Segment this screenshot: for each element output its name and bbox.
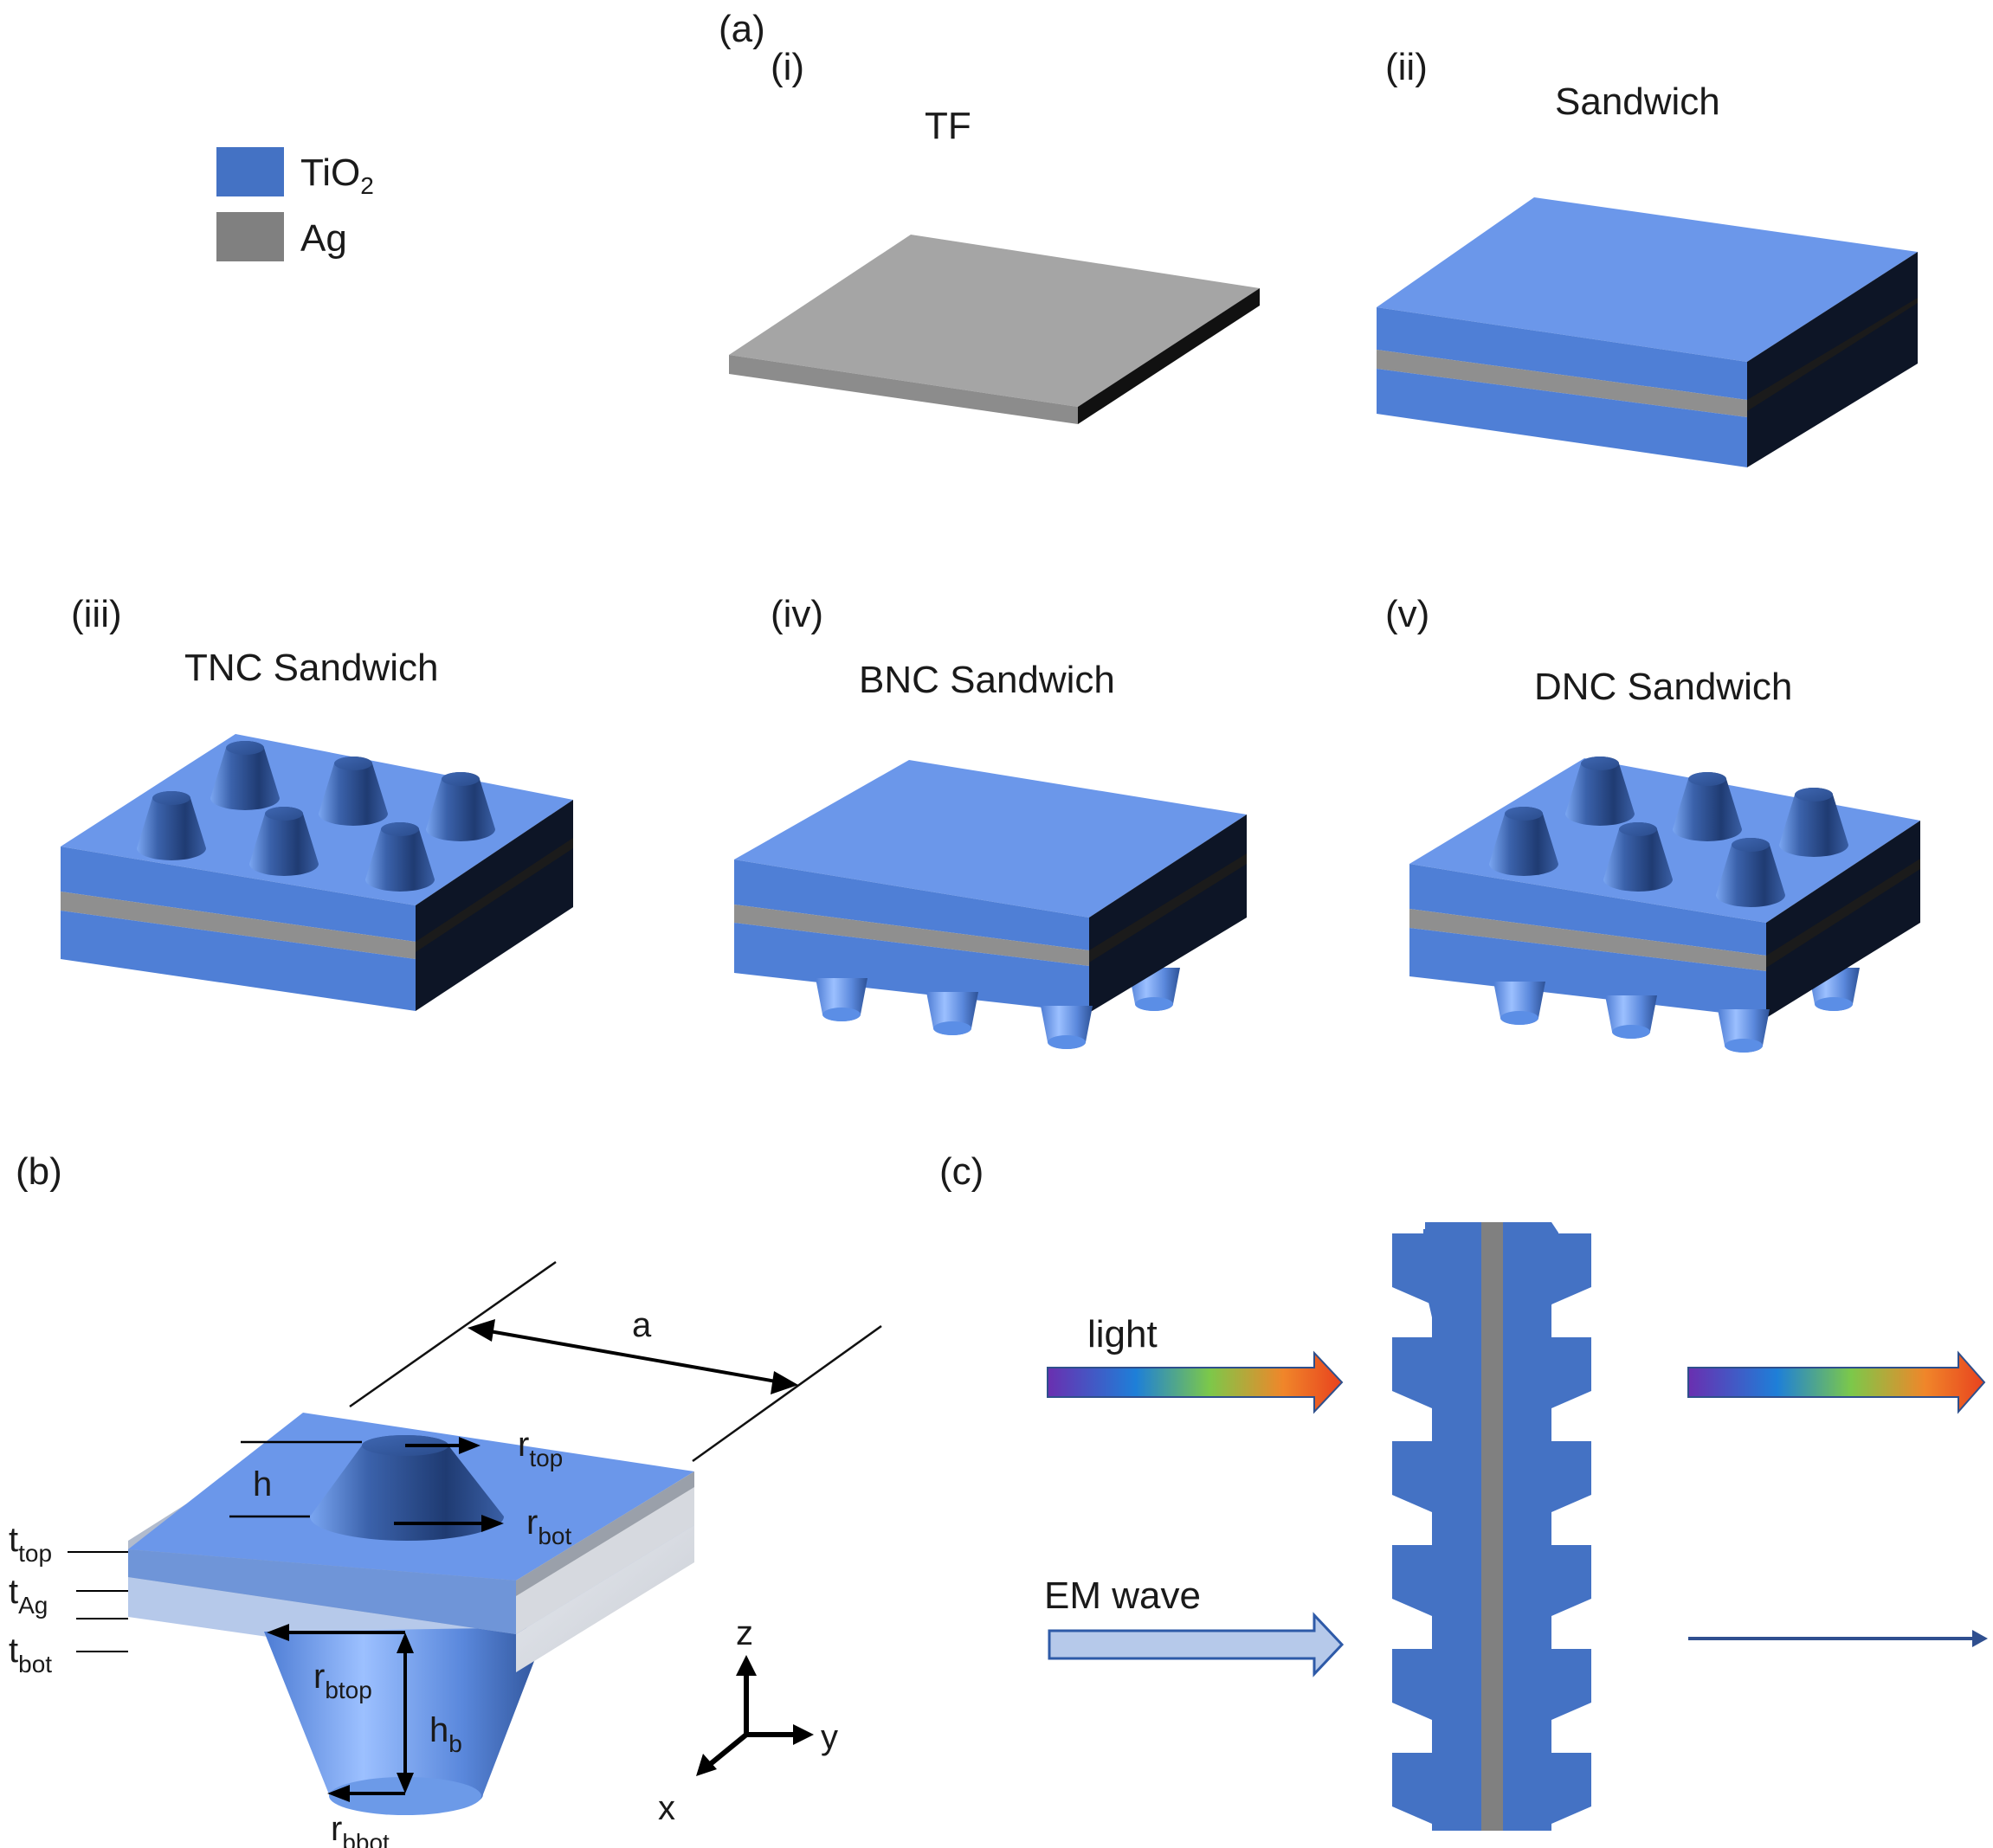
subpanel-v-label: (v) <box>1385 593 1429 635</box>
dnc-bottom-cone <box>1718 1009 1770 1053</box>
dim-label-h-b: hb <box>429 1711 462 1757</box>
unit-cell-diagram: a h rtop rbot ttop tAg <box>9 1260 882 1848</box>
wave-label-em: EM wave <box>1044 1574 1201 1617</box>
dnc-bottom-cone <box>1605 995 1657 1039</box>
dim-label-r-bbot: rbbot <box>331 1810 390 1848</box>
structure-tooth-left <box>1392 1233 1432 1304</box>
subpanel-i-label: (i) <box>771 46 804 88</box>
structure-tooth-left <box>1392 1337 1432 1408</box>
subpanel-ii-title: Sandwich <box>1555 80 1720 123</box>
legend-label-ag: Ag <box>300 217 347 260</box>
cross-section-diagram: light EM wave <box>1044 1222 1988 1831</box>
bnc-sandwich-slab <box>734 760 1247 1049</box>
dnc-sandwich-slab <box>1409 757 1920 1053</box>
subpanel-iv-label: (iv) <box>771 593 823 635</box>
subpanel-v-title: DNC Sandwich <box>1534 666 1792 708</box>
coordinate-axes: z y x <box>658 1614 838 1827</box>
period-dimension-arrow <box>484 1329 782 1384</box>
wave-label-light: light <box>1087 1313 1158 1355</box>
dim-label-t-ag: tAg <box>9 1573 48 1619</box>
dim-label-a: a <box>632 1306 652 1344</box>
top-cone <box>310 1435 504 1541</box>
structure-tooth-right <box>1551 1337 1591 1408</box>
structure-tooth-left <box>1392 1649 1432 1720</box>
structure-tooth-left <box>1392 1441 1432 1512</box>
structure-tooth-right <box>1551 1545 1591 1616</box>
subpanel-i-title: TF <box>925 105 971 147</box>
subpanel-iv-title: BNC Sandwich <box>859 659 1115 701</box>
legend-swatch-ag <box>216 212 284 261</box>
tf-slab <box>729 235 1260 424</box>
structure-tooth-right <box>1551 1649 1591 1720</box>
axis-label-z: z <box>736 1614 753 1652</box>
sandwich-slab <box>1377 197 1918 467</box>
dnc-bottom-cone <box>1493 982 1545 1025</box>
axis-label-y: y <box>821 1718 838 1756</box>
dim-label-r-top: rtop <box>518 1426 563 1471</box>
legend-swatch-tio2 <box>216 147 284 196</box>
bnc-bottom-cone <box>1041 1006 1093 1049</box>
structure-ag-core <box>1481 1222 1503 1831</box>
incident-light-arrow <box>1047 1350 1344 1414</box>
structure-tooth-left <box>1392 1545 1432 1616</box>
structure-tooth-right <box>1551 1441 1591 1512</box>
structure-tooth-right <box>1551 1233 1591 1304</box>
axis-label-x: x <box>658 1789 675 1827</box>
tnc-sandwich-slab <box>61 734 573 1011</box>
bnc-bottom-cone <box>816 978 868 1021</box>
subpanel-iii-title: TNC Sandwich <box>184 647 438 689</box>
legend: TiO2 Ag <box>216 147 374 261</box>
dim-label-h: h <box>253 1465 272 1504</box>
legend-label-tio2: TiO2 <box>300 151 374 199</box>
subpanel-ii-label: (ii) <box>1385 46 1428 88</box>
structure-tooth-left <box>1392 1753 1432 1824</box>
dim-label-r-btop: rbtop <box>313 1658 372 1703</box>
bnc-bottom-cone <box>926 992 978 1035</box>
dim-label-r-bot: rbot <box>526 1504 571 1549</box>
incident-em-arrow <box>1048 1612 1345 1677</box>
dim-label-t-bot: tbot <box>9 1632 52 1677</box>
transmitted-light-arrow <box>1687 1350 1986 1414</box>
dim-label-t-top: ttop <box>9 1521 52 1567</box>
subpanel-iii-label: (iii) <box>71 593 122 635</box>
panel-b-label: (b) <box>16 1150 62 1193</box>
panel-a-label: (a) <box>719 8 765 50</box>
panel-c-label: (c) <box>939 1150 984 1193</box>
structure-tooth-right <box>1551 1753 1591 1824</box>
